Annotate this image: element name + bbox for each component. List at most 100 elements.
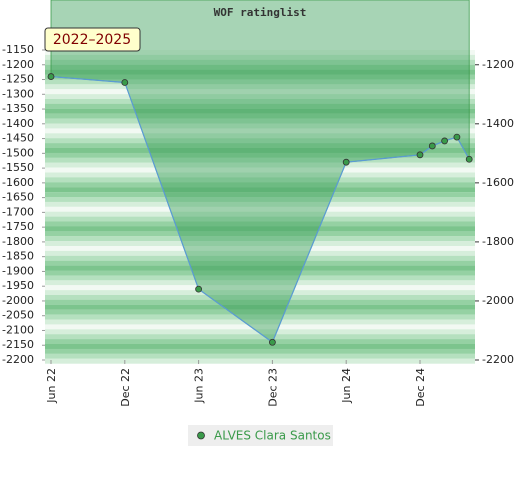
x-tick-label: Jun 24 xyxy=(340,368,353,404)
y-tick-label: -1150 xyxy=(2,43,34,56)
stripe xyxy=(45,108,475,114)
y-tick-label: -1800 xyxy=(2,235,34,248)
stripe xyxy=(45,103,475,109)
stripe xyxy=(45,157,475,163)
y2-tick-label: -1600 xyxy=(482,176,514,189)
y-tick-label: -2050 xyxy=(2,309,34,322)
stripe xyxy=(45,216,475,222)
x-tick-label: Dec 24 xyxy=(414,368,427,407)
x-tick-label: Dec 22 xyxy=(119,368,132,407)
x-tick-label: Dec 23 xyxy=(266,368,279,407)
y-tick-label: -1900 xyxy=(2,264,34,277)
stripe xyxy=(45,324,475,330)
stripe xyxy=(45,334,475,340)
stripe xyxy=(45,344,475,349)
stripe xyxy=(45,84,475,90)
stripe xyxy=(45,250,475,256)
x-tick-label: Jun 22 xyxy=(45,368,58,404)
stripe xyxy=(45,246,475,251)
stripe xyxy=(45,69,475,75)
stripe xyxy=(45,74,475,80)
stripe xyxy=(45,309,475,315)
point xyxy=(441,137,449,145)
y2-tick-label: -1200 xyxy=(482,58,514,71)
y2-tick-label: -1800 xyxy=(482,235,514,248)
stripe xyxy=(45,353,475,359)
stripe xyxy=(45,167,475,173)
period-box xyxy=(44,27,141,52)
point xyxy=(268,338,276,346)
period-label: 2022–2025 xyxy=(53,32,131,48)
stripe xyxy=(45,348,475,354)
stripe xyxy=(45,339,475,345)
point xyxy=(465,155,473,163)
stripe xyxy=(45,123,475,129)
y-tick-label: -1300 xyxy=(2,87,34,100)
stripe xyxy=(45,211,475,217)
stripe xyxy=(45,99,475,104)
stripe xyxy=(45,148,475,153)
point xyxy=(47,73,55,80)
stripe xyxy=(45,143,475,149)
stripe xyxy=(45,206,475,212)
y-tick-label: -1650 xyxy=(2,191,34,204)
stripe xyxy=(45,255,475,261)
stripe xyxy=(45,285,475,291)
stripe xyxy=(45,329,475,335)
stripe xyxy=(45,275,475,281)
y2-tick-label: -2200 xyxy=(482,353,514,366)
legend xyxy=(188,425,333,446)
point xyxy=(428,142,436,150)
y-tick-label: -1250 xyxy=(2,73,34,86)
y-tick-label: -1200 xyxy=(2,58,34,71)
stripe xyxy=(45,172,475,178)
stripe xyxy=(45,152,475,158)
stripe xyxy=(45,187,475,193)
y-tick-label: -1600 xyxy=(2,176,34,189)
y2-tick-label: -1400 xyxy=(482,117,514,130)
y-tick-label: -1950 xyxy=(2,279,34,292)
stripe xyxy=(45,118,475,124)
y-tick-label: -1550 xyxy=(2,161,34,174)
stripe xyxy=(45,59,475,65)
stripe xyxy=(45,314,475,320)
y-tick-label: -1750 xyxy=(2,220,34,233)
stripe xyxy=(45,79,475,85)
legend-marker xyxy=(197,431,205,440)
stripe xyxy=(45,162,475,168)
stripe xyxy=(45,265,475,271)
chart-title: WOF ratinglist xyxy=(214,6,307,19)
stripe xyxy=(45,280,475,286)
y-tick-label: -2000 xyxy=(2,294,34,307)
stripe xyxy=(45,182,475,188)
point xyxy=(453,133,461,141)
stripe xyxy=(45,236,475,242)
y-tick-label: -1450 xyxy=(2,132,34,145)
y-tick-label: -1400 xyxy=(2,117,34,130)
stripe xyxy=(45,89,475,95)
stripe xyxy=(45,54,475,60)
y2-tick-label: -2000 xyxy=(482,294,514,307)
plot: -1150 -1200 -1250-1300 -1350 -1400 -1450-1500… xyxy=(2,0,514,407)
stripe xyxy=(45,50,475,55)
stripe xyxy=(45,94,475,100)
stripe xyxy=(45,192,475,198)
stripe xyxy=(45,241,475,247)
stripe xyxy=(45,290,475,296)
y-tick-label: -2100 xyxy=(2,323,34,336)
line xyxy=(50,75,470,344)
y-tick-label: -1850 xyxy=(2,250,34,263)
stripe xyxy=(45,197,475,202)
stripe xyxy=(45,133,475,139)
stripe xyxy=(45,231,475,237)
stripe xyxy=(45,113,475,119)
stripe xyxy=(45,304,475,310)
stripe xyxy=(45,177,475,183)
stripe xyxy=(45,319,475,325)
stripe xyxy=(45,128,475,134)
stripe xyxy=(45,358,475,364)
point xyxy=(416,151,424,159)
y-tick-label: -2200 xyxy=(2,353,34,366)
y-tick-label: -1350 xyxy=(2,102,34,115)
